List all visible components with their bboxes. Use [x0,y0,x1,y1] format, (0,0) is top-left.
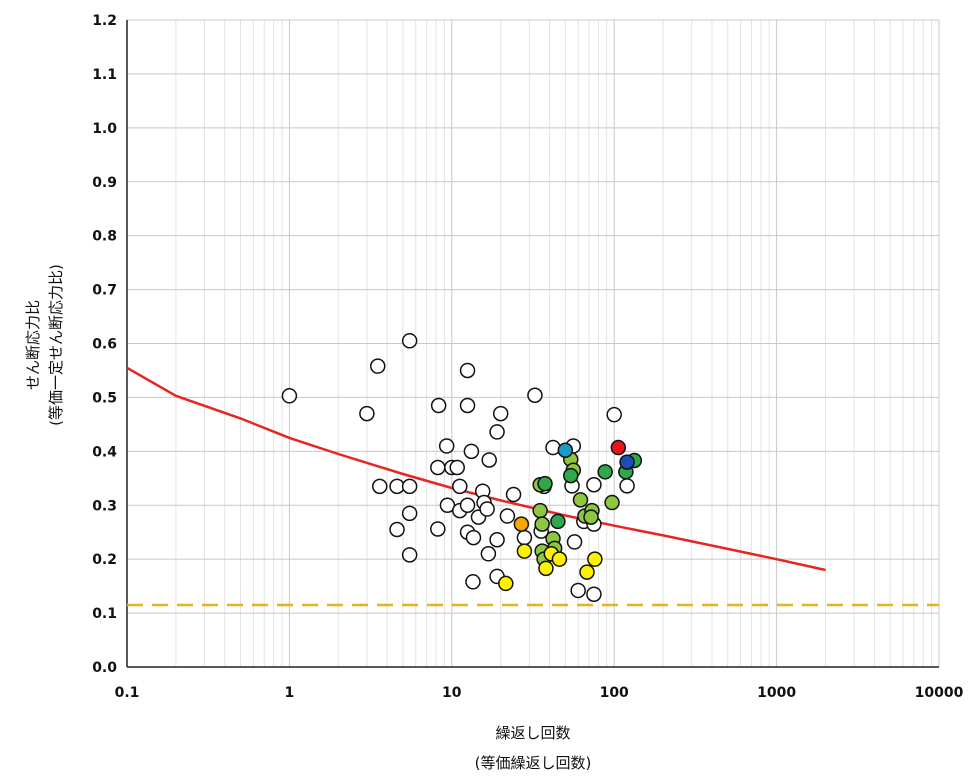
data-point-teal [557,442,574,459]
y-tick-label: 0.1 [92,606,117,622]
data-point-yellow [587,551,603,567]
data-point-open [459,397,476,414]
x-tick-label: 100 [600,685,629,701]
y-tick-label: 1.2 [92,13,117,29]
data-point-open [586,477,602,493]
y-tick-label: 0.3 [92,498,117,514]
x-tick-label: 1000 [757,685,796,701]
data-point-open [492,405,509,422]
data-point-green [597,464,613,480]
data-point-open [401,547,418,563]
data-point-open [570,582,586,599]
data-point-green [537,475,553,492]
x-axis-title: 繰返し回数 [495,724,570,742]
data-point-open [359,405,375,422]
data-point-orange [513,516,530,532]
data-point-open [459,497,476,513]
data-point-open [586,586,602,602]
data-point-open [606,406,622,423]
data-point-open [527,387,543,404]
y-tick-label: 1.0 [92,121,117,137]
points-layer [281,333,643,602]
data-point-yellow [516,543,533,559]
data-point-open [430,397,447,414]
y-tick-label: 0.8 [92,229,117,245]
data-point-open [430,459,446,476]
y-tick-label: 1.1 [92,67,117,83]
data-point-yellow [498,575,514,592]
data-point-open [480,546,497,562]
y-tick-label: 0.9 [92,175,117,191]
data-point-open [389,521,405,538]
x-tick-labels: 0.1 1 10 100 1000 10000 [115,685,964,701]
y-tick-label: 0.7 [92,283,117,299]
data-point-blue [619,454,635,470]
data-point-open [566,534,583,550]
data-point-yellow [551,551,568,567]
data-point-light-green [583,509,599,525]
data-point-open [465,529,482,546]
x-tick-label: 1 [285,685,295,701]
y-tick-label: 0.2 [92,552,117,568]
data-point-open [489,424,505,440]
y-axis-subtitle: (等価一定せん断応力比) [47,264,65,426]
data-point-open [459,362,476,379]
y-axis-title: せん断応力比 [24,300,42,390]
data-point-green [550,513,566,530]
data-point-yellow [538,560,554,577]
data-point-light-green [572,492,589,508]
x-tick-label: 0.1 [115,685,140,701]
data-point-open [401,505,418,522]
data-point-open [449,459,465,476]
data-point-light-green [534,516,550,532]
data-point-open [463,443,480,460]
data-point-open [371,478,388,495]
data-point-light-green [532,502,548,519]
y-tick-labels: 0.0 0.1 0.2 0.3 0.4 0.5 0.6 0.7 0.8 0.9 1.0 1.1 1.2 [92,13,117,676]
data-point-open [401,333,418,349]
x-tick-label: 10000 [915,685,964,701]
data-point-open [370,358,386,374]
data-point-open [465,574,481,590]
data-point-open [438,438,455,454]
x-tick-label: 10 [442,685,462,701]
data-point-open [481,452,497,468]
data-point-open [430,521,446,537]
data-point-green [562,467,579,484]
data-point-open [505,486,522,503]
y-tick-label: 0.0 [92,660,117,676]
data-point-light-green [604,494,620,511]
data-point-yellow [579,564,595,580]
data-point-open [479,501,495,517]
data-point-open [281,388,298,404]
data-point-open [452,478,468,495]
data-point-open [619,478,635,494]
data-point-open [516,529,533,546]
data-point-open [401,478,418,495]
y-tick-label: 0.5 [92,390,117,406]
y-tick-label: 0.4 [92,444,117,460]
data-point-red [610,439,627,456]
x-axis-subtitle: (等価繰返し回数) [475,754,592,772]
y-tick-label: 0.6 [92,337,117,353]
data-point-open [489,532,505,548]
data-point-open [499,508,516,524]
